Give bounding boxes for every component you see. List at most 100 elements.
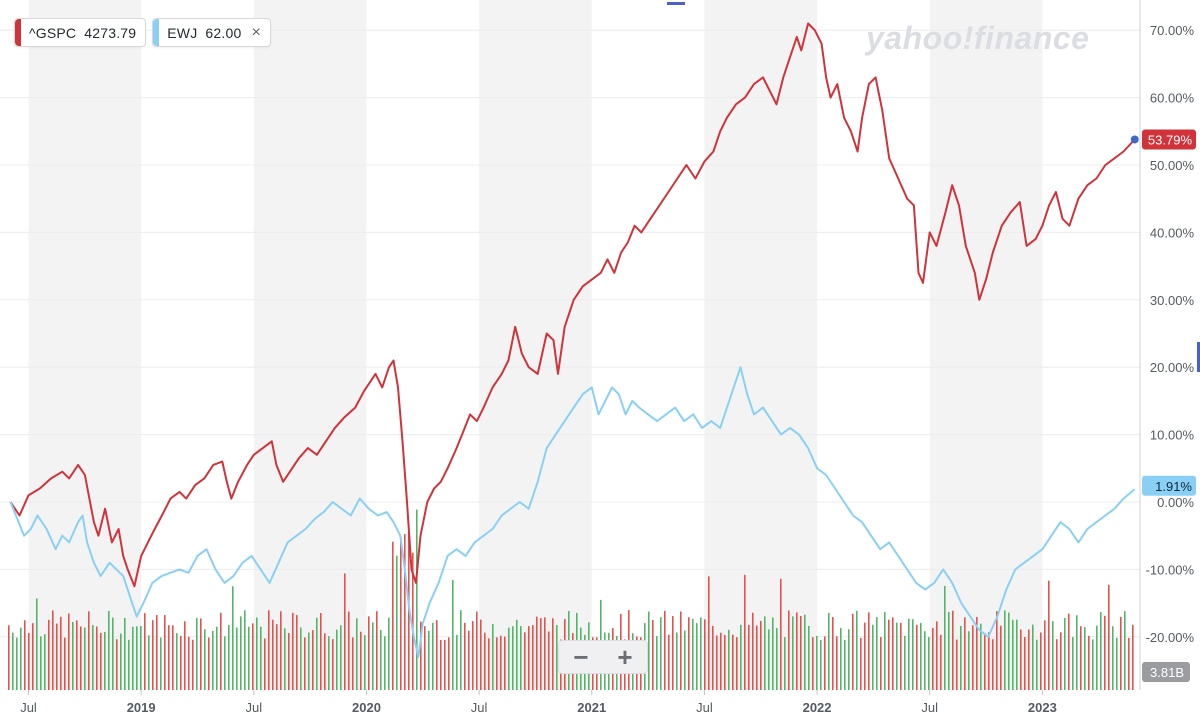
volume-bar [156,615,158,690]
x-tick-label: 2023 [1028,700,1057,715]
volume-bar [700,617,702,690]
volume-bar [60,616,62,690]
period-band [28,0,142,690]
volume-bar [1104,615,1106,690]
volume-bar [844,639,846,690]
volume-bar [960,625,962,690]
volume-bar [540,618,542,690]
ewj-line [9,366,1136,658]
volume-bar [676,632,678,690]
volume-bar [864,622,866,690]
volume-bar [1068,613,1070,690]
range-marker-right[interactable] [1197,342,1200,372]
volume-bar [428,630,430,690]
x-tick-label: 2020 [352,700,381,715]
zoom-out-button[interactable]: − [573,642,589,672]
volume-bar [824,636,826,690]
volume-bar [304,637,306,690]
volume-bar [1132,624,1134,690]
volume-bar [504,636,506,690]
zoom-in-button[interactable]: + [617,642,633,672]
legend-chip-ewj[interactable]: EWJ 62.00 × [152,18,272,47]
volume-bar [476,611,478,690]
volume-bar [120,633,122,690]
volume-bar [532,625,534,690]
volume-bar [324,633,326,690]
volume-bar [44,634,46,690]
volume-bar [1016,619,1018,690]
volume-bar [356,618,358,690]
volume-bar [804,614,806,690]
ewj-symbol: EWJ [167,24,198,41]
volume-bar [12,632,14,690]
volume-bar [980,623,982,690]
y-tick-label: 50.00% [1150,158,1195,173]
y-tick-label: -20.00% [1146,630,1195,645]
volume-bar [1076,615,1078,690]
volume-bar [1056,639,1058,690]
volume-bar [1024,636,1026,690]
volume-bar [296,615,298,690]
volume-bar [332,639,334,690]
volume-bar [72,621,74,690]
volume-bar [552,618,554,690]
volume-bar [732,634,734,690]
range-marker-top[interactable] [667,2,685,5]
volume-bar [480,619,482,690]
volume-bar [372,622,374,690]
volume-bar [292,612,294,690]
volume-bar [244,610,246,690]
volume-bar [344,573,346,690]
volume-bar [1044,620,1046,690]
volume-bar [904,635,906,690]
close-icon[interactable]: × [251,23,262,41]
volume-bar [728,629,730,690]
volume-bar [1100,611,1102,690]
x-tick-label: Jul [471,700,488,715]
volume-bar [168,625,170,690]
volume-bar [96,626,98,690]
volume-bar [444,639,446,690]
volume-bar [528,626,530,690]
volume-bar [916,624,918,690]
volume-bar [412,552,414,690]
volume-bar [112,617,114,690]
volume-bar [416,509,418,690]
volume-bar [208,637,210,690]
period-band [929,0,1043,690]
volume-bar [1088,635,1090,690]
volume-bar [680,611,682,690]
volume-bar [40,636,42,690]
volume-bar [496,637,498,690]
y-tick-label: 60.00% [1150,91,1195,106]
volume-bar [1072,636,1074,690]
volume-bar [48,619,50,690]
volume-bar [100,632,102,690]
volume-bar [832,617,834,690]
gspc-line [9,22,1136,588]
volume-bar [660,617,662,690]
volume-bar [548,631,550,690]
volume-bar [272,619,274,690]
volume-bar [404,534,406,690]
volume-bar [536,616,538,690]
y-tick-label: 0.00% [1157,495,1194,510]
volume-bar [968,631,970,690]
volume-bar [52,610,54,690]
volume-bar [276,624,278,690]
volume-bar [440,639,442,690]
volume-bar [928,637,930,690]
volume-bar [688,617,690,690]
volume-bar [684,630,686,690]
volume-bar [24,620,26,690]
volume-bar [260,626,262,690]
legend-chip-gspc[interactable]: ^GSPC 4273.79 [14,18,147,47]
volume-bar [1096,625,1098,690]
period-band [479,0,592,690]
volume-bar [248,626,250,690]
volume-bar [896,622,898,690]
volume-bar [888,619,890,690]
volume-bar [396,555,398,690]
y-tick-label: 10.00% [1150,428,1195,443]
volume-bar [464,622,466,690]
